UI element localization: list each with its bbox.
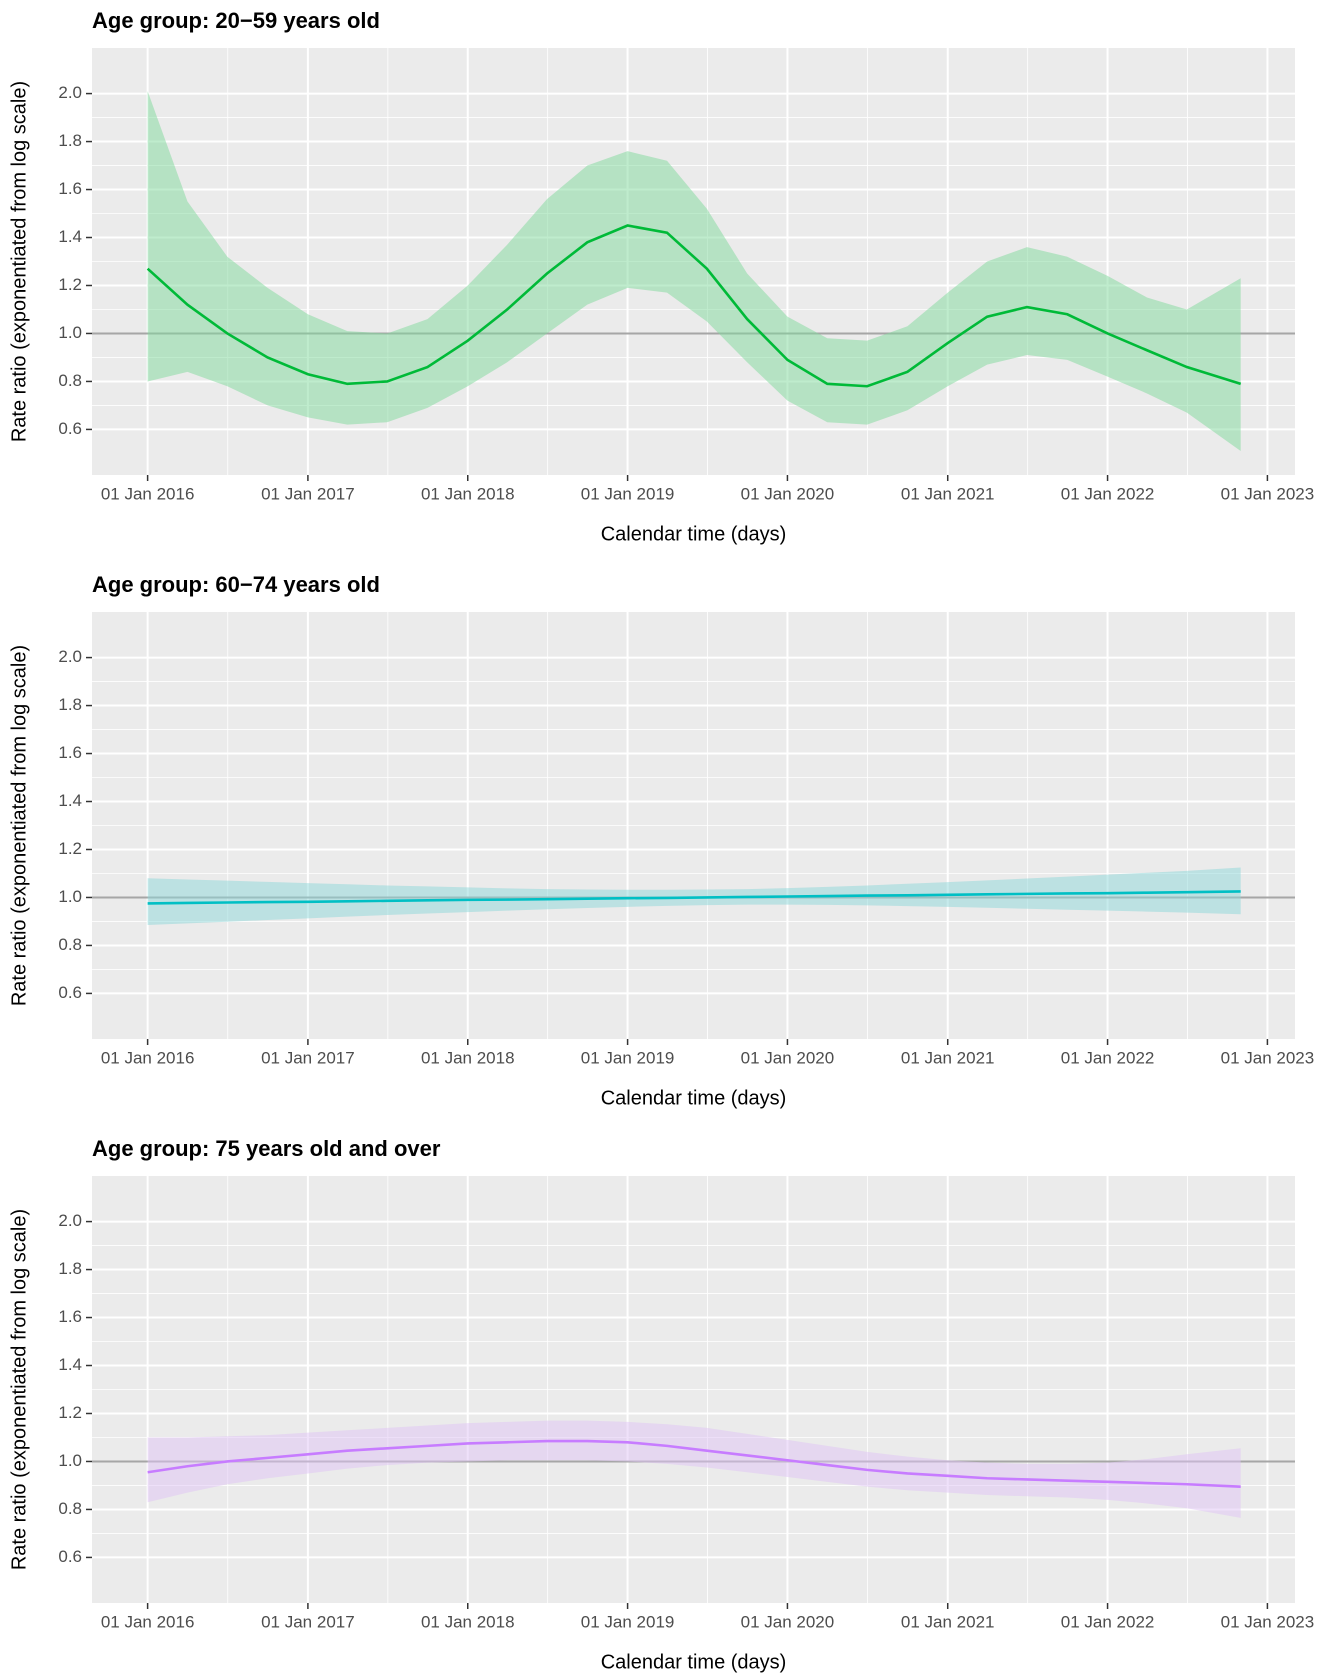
y-tick-label: 0.8 (58, 1499, 82, 1518)
x-tick-label: 01 Jan 2022 (1061, 1048, 1155, 1067)
x-tick-label: 01 Jan 2021 (901, 1048, 995, 1067)
x-tick-label: 01 Jan 2023 (1221, 1048, 1315, 1067)
x-tick-label: 01 Jan 2023 (1221, 1612, 1315, 1631)
line (147, 890, 1241, 905)
y-axis-label: Rate ratio (exponentiated from log scale… (8, 81, 30, 442)
y-tick-label: 1.6 (58, 1307, 82, 1326)
y-axis-label: Rate ratio (exponentiated from log scale… (8, 645, 30, 1006)
y-tick-label: 1.2 (58, 839, 82, 858)
y-tick-label: 1.2 (58, 275, 82, 294)
x-tick-label: 01 Jan 2023 (1221, 484, 1315, 503)
x-tick-label: 01 Jan 2019 (581, 1048, 675, 1067)
x-tick-label: 01 Jan 2016 (101, 1048, 195, 1067)
y-tick-label: 0.8 (58, 371, 82, 390)
panel: Age group: 75 years old and over 0.6 0.8 1.… (8, 1136, 1314, 1673)
x-tick-label: 01 Jan 2018 (421, 1048, 515, 1067)
y-tick-label: 1.4 (58, 1355, 82, 1374)
panel-title: Age group: 75 years old and over (92, 1136, 441, 1161)
x-tick-label: 01 Jan 2021 (901, 484, 995, 503)
y-tick-label: 1.4 (58, 791, 82, 810)
x-tick-label: 01 Jan 2019 (581, 1612, 675, 1631)
panel-title: Age group: 20−59 years old (92, 8, 380, 33)
y-tick-label: 2.0 (58, 83, 82, 102)
x-axis-label: Calendar time (days) (601, 1087, 787, 1109)
panel-title: Age group: 60−74 years old (92, 572, 380, 597)
y-tick-label: 1.8 (58, 695, 82, 714)
x-tick-label: 01 Jan 2017 (261, 484, 355, 503)
y-tick-label: 1.0 (58, 323, 82, 342)
x-tick-label: 01 Jan 2021 (901, 1612, 995, 1631)
confidence-band (147, 91, 1241, 452)
y-tick-label: 1.8 (58, 1259, 82, 1278)
y-tick-label: 2.0 (58, 1211, 82, 1230)
x-axis-label: Calendar time (days) (601, 523, 787, 545)
x-tick-label: 01 Jan 2022 (1061, 484, 1155, 503)
y-tick-label: 1.6 (58, 179, 82, 198)
x-tick-label: 01 Jan 2018 (421, 484, 515, 503)
y-tick-label: 1.0 (58, 887, 82, 906)
x-tick-label: 01 Jan 2022 (1061, 1612, 1155, 1631)
y-tick-label: 1.8 (58, 131, 82, 150)
y-tick-label: 0.6 (58, 1547, 82, 1566)
y-tick-label: 2.0 (58, 647, 82, 666)
line (146, 224, 1242, 388)
y-tick-label: 0.8 (58, 935, 82, 954)
x-tick-label: 01 Jan 2018 (421, 1612, 515, 1631)
x-tick-label: 01 Jan 2020 (741, 484, 835, 503)
line (147, 1439, 1241, 1488)
x-tick-label: 01 Jan 2016 (101, 484, 195, 503)
x-tick-label: 01 Jan 2020 (741, 1612, 835, 1631)
y-tick-label: 0.6 (58, 983, 82, 1002)
y-tick-label: 1.2 (58, 1403, 82, 1422)
x-axis-label: Calendar time (days) (601, 1651, 787, 1673)
panel: Age group: 20−59 years old 0.6 0.8 1.0 1.2 1.… (8, 8, 1314, 545)
x-tick-label: 01 Jan 2017 (261, 1048, 355, 1067)
y-tick-label: 1.0 (58, 1451, 82, 1470)
x-tick-label: 01 Jan 2020 (741, 1048, 835, 1067)
y-axis-label: Rate ratio (exponentiated from log scale… (8, 1209, 30, 1570)
y-tick-label: 1.6 (58, 743, 82, 762)
panel: Age group: 60−74 years old 0.6 0.8 1.0 1.2 1.… (8, 572, 1314, 1109)
x-tick-label: 01 Jan 2016 (101, 1612, 195, 1631)
y-tick-label: 0.6 (58, 419, 82, 438)
x-tick-label: 01 Jan 2019 (581, 484, 675, 503)
y-tick-label: 1.4 (58, 227, 82, 246)
confidence-band (147, 867, 1241, 926)
x-tick-label: 01 Jan 2017 (261, 1612, 355, 1631)
